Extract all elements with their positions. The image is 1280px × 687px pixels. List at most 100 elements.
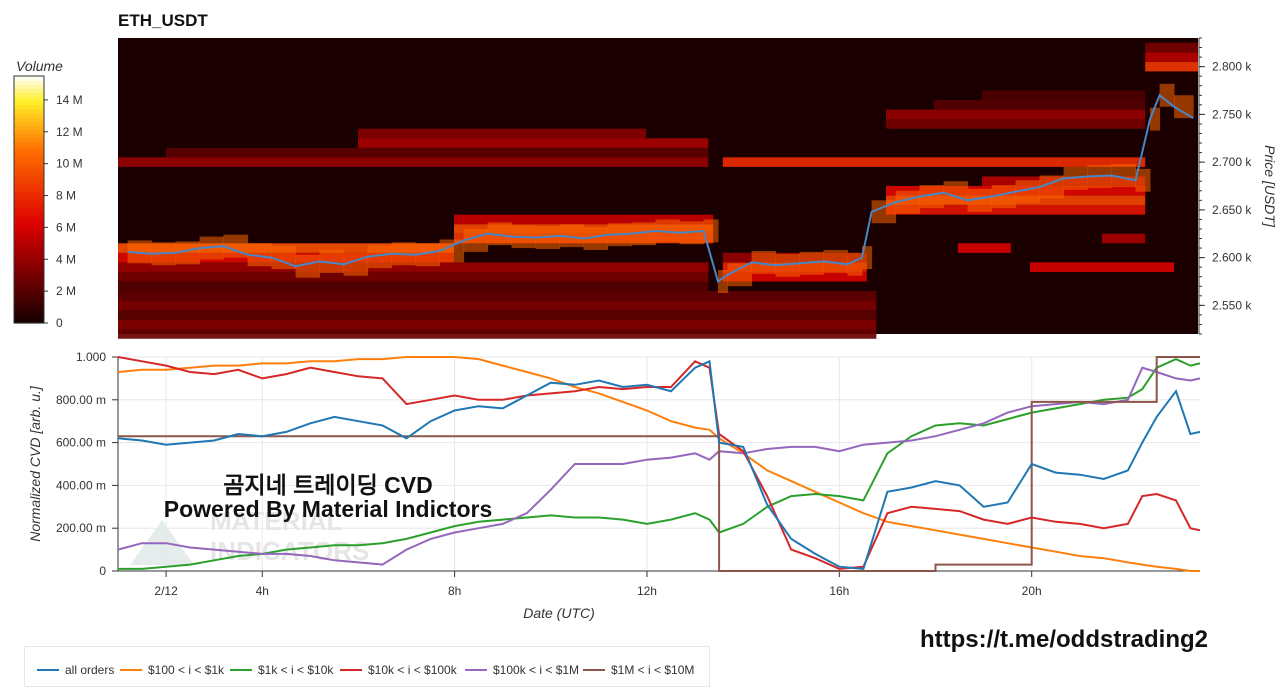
colorbar-cell [14, 285, 44, 291]
price-axis-label: Price [USDT] [1262, 145, 1278, 228]
colorbar-cell [14, 187, 44, 192]
legend-100k-1m[interactable]: $100k < i < $1M [465, 663, 579, 677]
colorbar-cell [14, 310, 44, 316]
heatmap-price-cell [343, 252, 369, 276]
heatmap-band [886, 119, 1146, 129]
legend-all-orders[interactable]: all orders [37, 663, 114, 677]
colorbar-cell [14, 240, 44, 246]
colorbar-cell [14, 108, 44, 114]
cvd-x-axis-label: Date (UTC) [523, 605, 595, 621]
colorbar-cell [14, 273, 44, 279]
price-series-line [127, 93, 1194, 284]
colorbar-cell [14, 141, 44, 147]
heatmap-band [166, 147, 709, 158]
heatmap-band [934, 100, 1146, 110]
colorbar-cell [14, 318, 44, 324]
cvd-x-tick-label: 2/12 [154, 584, 178, 598]
colorbar-cell [14, 80, 44, 85]
legend-1m-10m[interactable]: $1M < i < $10M [583, 663, 694, 677]
heatmap-price-cell [415, 243, 441, 267]
colorbar-cell [14, 281, 44, 287]
colorbar-tick-label: 4 M [56, 252, 76, 266]
colorbar-cell [14, 84, 44, 89]
legend-10k-100k[interactable]: $10k < i < $100k [340, 663, 457, 677]
heatmap-band [118, 291, 877, 301]
colorbar-cell [14, 236, 44, 242]
colorbar-cell [14, 183, 44, 188]
price-tick-label: 2.700 k [1212, 155, 1252, 169]
colorbar-cell [14, 294, 44, 299]
heatmap-band [118, 281, 709, 292]
cvd-x-tick-label: 4h [256, 584, 269, 598]
colorbar-tick-label: 14 M [56, 93, 83, 107]
heatmap-price-cell [751, 250, 777, 274]
colorbar-tick-label: 2 M [56, 284, 76, 298]
cvd-y-tick-label: 600.00 m [56, 436, 106, 450]
legend-1k-10k[interactable]: $1k < i < $10k [230, 663, 333, 677]
heatmap-price-cell [1015, 180, 1041, 204]
colorbar-cell [14, 133, 44, 139]
heatmap-price-cell [718, 270, 729, 293]
cvd-series-line [117, 359, 1201, 570]
colorbar-cell [14, 207, 44, 213]
colorbar-cell [14, 302, 44, 308]
legend-swatch-icon [230, 668, 252, 671]
colorbar-tick-label: 6 M [56, 220, 76, 234]
colorbar-cell [14, 76, 44, 81]
heatmap-price-cell [871, 200, 897, 224]
heatmap-price-cell [1135, 168, 1151, 192]
heatmap-price-cell [967, 188, 993, 212]
heatmap-price-cell [463, 228, 489, 252]
heatmap-price-cell [823, 249, 849, 273]
telegram-link[interactable]: https://t.me/oddstrading2 [920, 626, 1208, 653]
heatmap-band [358, 128, 646, 139]
colorbar-cell [14, 166, 44, 172]
colorbar-cell [14, 232, 44, 238]
heatmap-band [454, 214, 714, 225]
price-tick-label: 2.650 k [1212, 203, 1252, 217]
cvd-y-tick-label: 0 [99, 564, 106, 578]
colorbar-cell [14, 261, 44, 266]
colorbar-cell [14, 220, 44, 225]
heatmap-price-cell [175, 241, 201, 265]
caption-korean: 곰지네 트레이딩 CVD [223, 472, 433, 498]
colorbar-cell [14, 92, 44, 98]
heatmap-price-cell [1150, 107, 1161, 131]
heatmap-price-cell [439, 239, 465, 263]
colorbar-tick-label: 10 M [56, 157, 83, 171]
heatmap-price-cell [367, 245, 393, 269]
cvd-y-axis-label: Normalized CVD [arb. u.] [27, 385, 43, 542]
colorbar-cell [14, 195, 44, 201]
heatmap-price-cell [727, 263, 753, 287]
colorbar-cell [14, 96, 44, 102]
chart-title: ETH_USDT [118, 11, 208, 30]
colorbar-cell [14, 104, 44, 110]
heatmap-price-cell [247, 243, 273, 267]
heatmap-price-cell [862, 246, 873, 270]
heatmap-band [358, 138, 709, 148]
legend-100-1k[interactable]: $100 < i < $1k [120, 663, 224, 677]
watermark-text: MATERIAL [210, 506, 343, 536]
cvd-y-tick-label: 1.000 [76, 350, 106, 364]
heatmap-price-cell [559, 224, 585, 248]
colorbar-cell [14, 178, 44, 184]
legend-swatch-icon [120, 668, 142, 671]
colorbar-cell [14, 228, 44, 234]
colorbar-cell [14, 191, 44, 196]
cvd-background [118, 357, 1200, 571]
colorbar-cell [14, 314, 44, 320]
heatmap-price-cell [1174, 95, 1194, 119]
colorbar-cell [14, 88, 44, 94]
legend-swatch-icon [583, 668, 605, 671]
heatmap-price-cell [295, 254, 321, 278]
price-tick-label: 2.750 k [1212, 107, 1252, 121]
cvd-y-tick-label: 800.00 m [56, 393, 106, 407]
price-tick-label: 2.550 k [1212, 298, 1252, 312]
cvd-series-line [118, 358, 1201, 570]
heatmap-price-cell [583, 227, 609, 250]
colorbar-tick-label: 8 M [56, 189, 76, 203]
heatmap-band [1030, 262, 1174, 272]
cvd-x-tick-label: 16h [829, 584, 849, 598]
legend-swatch-icon [340, 668, 362, 671]
